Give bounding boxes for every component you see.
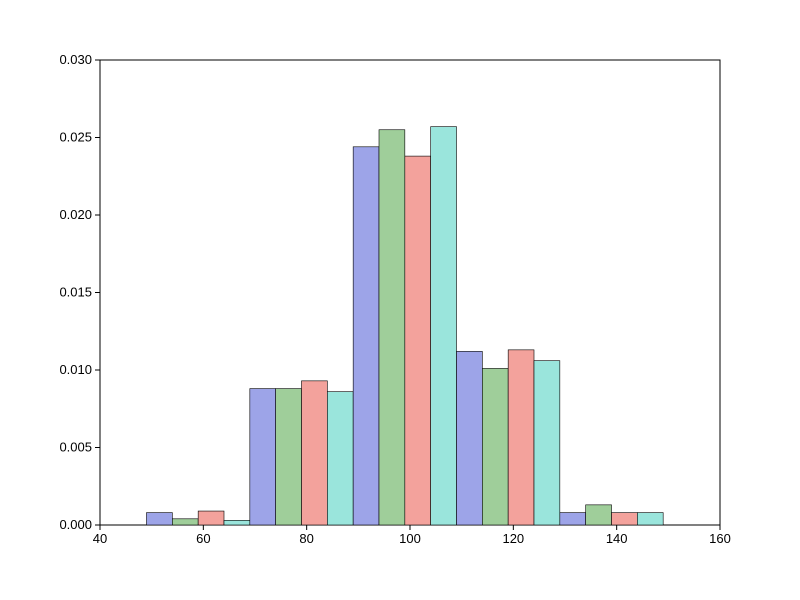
bar xyxy=(405,156,431,525)
bar xyxy=(482,368,508,525)
y-tick-label: 0.005 xyxy=(59,440,92,455)
y-tick-label: 0.020 xyxy=(59,207,92,222)
bar xyxy=(534,361,560,525)
y-tick-label: 0.000 xyxy=(59,517,92,532)
bar xyxy=(147,513,173,525)
bar xyxy=(457,351,483,525)
bar xyxy=(379,130,405,525)
y-tick-label: 0.015 xyxy=(59,285,92,300)
bar xyxy=(431,127,457,525)
bar xyxy=(560,513,586,525)
chart-container: 40 60 80 100 120 140 160 0.000 0.005 0.010 0.015 0.… xyxy=(0,0,800,600)
x-tick-label: 80 xyxy=(299,531,313,546)
x-tick-label: 120 xyxy=(502,531,524,546)
bar xyxy=(327,392,353,525)
bar xyxy=(586,505,612,525)
grouped-bar-chart: 40 60 80 100 120 140 160 0.000 0.005 0.010 0.015 0.… xyxy=(0,0,800,600)
bar xyxy=(276,389,302,525)
bar xyxy=(508,350,534,525)
y-tick-label: 0.010 xyxy=(59,362,92,377)
bar xyxy=(302,381,328,525)
bar xyxy=(612,513,638,525)
bar xyxy=(250,389,276,525)
bar xyxy=(198,511,224,525)
bar xyxy=(637,513,663,525)
y-tick-label: 0.025 xyxy=(59,130,92,145)
x-tick-label: 40 xyxy=(93,531,107,546)
bar xyxy=(172,519,198,525)
x-tick-label: 140 xyxy=(606,531,628,546)
x-tick-label: 100 xyxy=(399,531,421,546)
x-tick-label: 60 xyxy=(196,531,210,546)
y-tick-label: 0.030 xyxy=(59,52,92,67)
x-tick-label: 160 xyxy=(709,531,731,546)
bar xyxy=(224,520,250,525)
bar xyxy=(353,147,379,525)
